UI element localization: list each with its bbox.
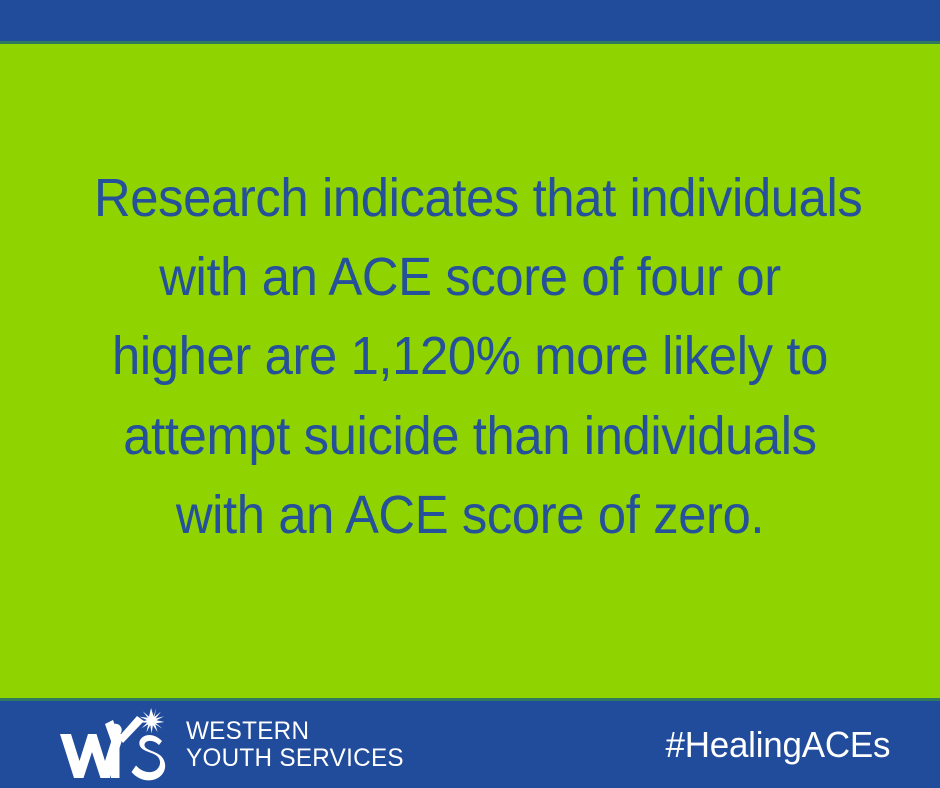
statistic-message: Research indicates that individuals with… bbox=[94, 159, 863, 556]
wys-monogram-icon bbox=[60, 707, 166, 780]
top-accent-band bbox=[0, 0, 940, 41]
bottom-divider-rule bbox=[0, 698, 940, 701]
message-line-5: with an ACE score of zero. bbox=[175, 485, 765, 546]
organization-name-line-1: WESTERN bbox=[186, 716, 310, 745]
organization-name-line-2: YOUTH SERVICES bbox=[186, 743, 404, 772]
footer-bar: WESTERN YOUTH SERVICES #HealingACEs bbox=[0, 701, 940, 788]
starburst-icon bbox=[139, 707, 165, 733]
message-line-2: with an ACE score of four or bbox=[159, 246, 781, 307]
organization-name: WESTERN YOUTH SERVICES bbox=[186, 716, 404, 772]
message-line-4: attempt suicide than individuals bbox=[123, 405, 817, 466]
campaign-hashtag: #HealingACEs bbox=[665, 723, 891, 765]
message-stage: Research indicates that individuals with… bbox=[0, 44, 940, 698]
message-line-3: higher are 1,120% more likely to bbox=[112, 326, 828, 387]
message-line-1: Research indicates that individuals bbox=[94, 167, 863, 228]
top-divider-rule bbox=[0, 41, 940, 44]
organization-logo: WESTERN YOUTH SERVICES bbox=[58, 707, 411, 782]
